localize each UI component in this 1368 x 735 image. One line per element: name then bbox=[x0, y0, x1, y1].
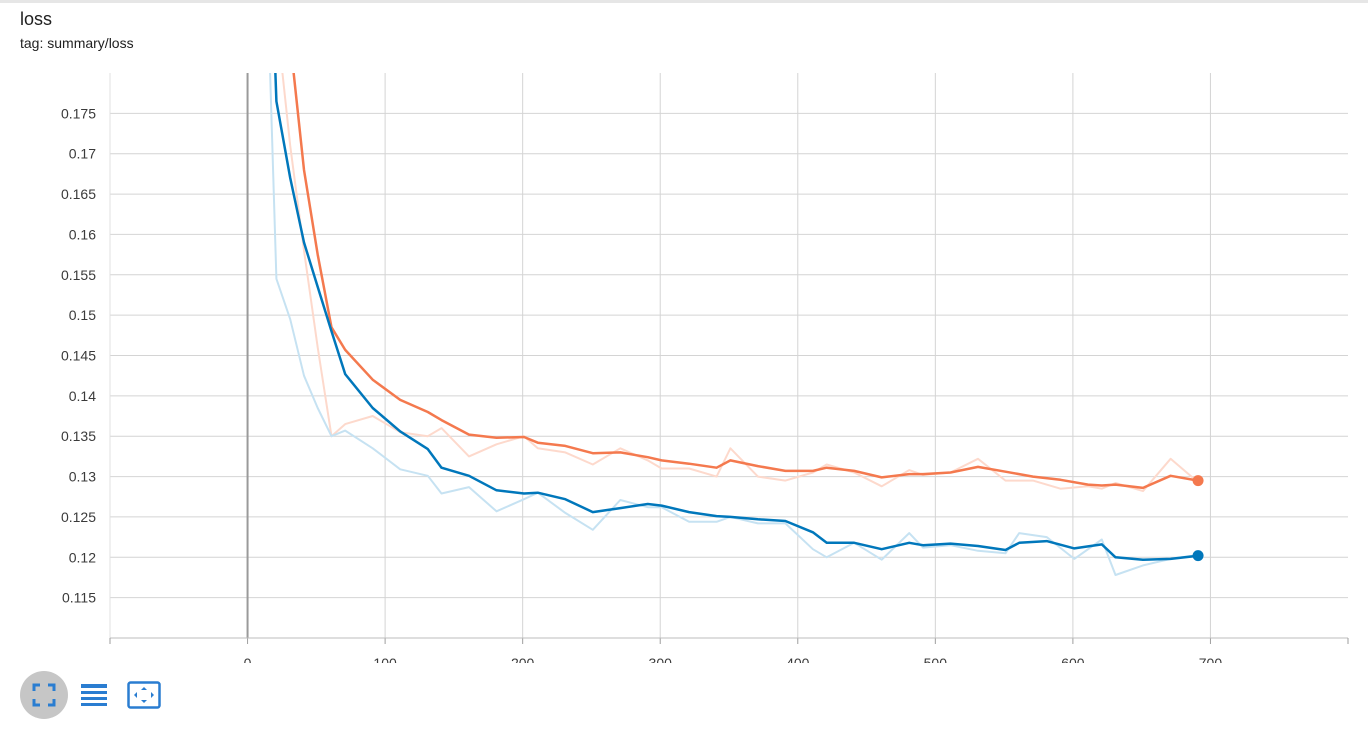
y-tick-label: 0.175 bbox=[61, 105, 96, 121]
y-tick-label: 0.115 bbox=[62, 590, 96, 606]
x-tick-label: 100 bbox=[373, 655, 397, 663]
smoothed-series-line-1[interactable] bbox=[263, 3, 1199, 561]
card-tag: tag: summary/loss bbox=[20, 35, 134, 51]
series-lines[interactable] bbox=[263, 3, 1199, 576]
raw-series-line-1[interactable] bbox=[263, 3, 1199, 576]
x-axis: 0 100 200 300 400 500 600 700 bbox=[109, 637, 1349, 663]
x-tick-label: 300 bbox=[649, 655, 673, 663]
card-title: loss bbox=[20, 9, 53, 29]
y-tick-label: 0.135 bbox=[61, 428, 96, 444]
data-table-icon bbox=[81, 684, 107, 706]
x-tick-label: 0 bbox=[244, 655, 252, 663]
y-tick-label: 0.15 bbox=[69, 307, 96, 323]
x-tick-label: 700 bbox=[1199, 655, 1223, 663]
chart-toolbar bbox=[20, 671, 170, 719]
series-end-point-1[interactable] bbox=[1192, 550, 1204, 562]
x-tick-label: 400 bbox=[786, 655, 810, 663]
x-tick-label: 500 bbox=[924, 655, 948, 663]
loss-chart[interactable]: 0.115 0.12 0.125 0.13 0.135 0.14 0.145 0.15 0.15… bbox=[0, 3, 1368, 663]
y-tick-label: 0.12 bbox=[69, 549, 96, 565]
grid-lines bbox=[109, 73, 1348, 638]
y-tick-label: 0.145 bbox=[61, 348, 96, 364]
expand-button[interactable] bbox=[20, 671, 68, 719]
series-end-point-0[interactable] bbox=[1192, 475, 1204, 487]
y-tick-label: 0.17 bbox=[69, 146, 96, 162]
y-tick-label: 0.155 bbox=[61, 267, 96, 283]
y-tick-label: 0.125 bbox=[61, 509, 96, 525]
data-table-button[interactable] bbox=[70, 671, 118, 719]
y-tick-label: 0.14 bbox=[69, 388, 96, 404]
y-tick-label: 0.13 bbox=[69, 469, 96, 485]
expand-icon bbox=[32, 683, 56, 707]
y-tick-label: 0.16 bbox=[69, 226, 96, 242]
fit-domain-icon bbox=[127, 681, 161, 709]
y-tick-label: 0.165 bbox=[61, 186, 96, 202]
y-axis-tick-labels: 0.115 0.12 0.125 0.13 0.135 0.14 0.145 0.15 0.15… bbox=[61, 105, 96, 605]
x-tick-label: 600 bbox=[1061, 655, 1085, 663]
raw-series-line-0[interactable] bbox=[263, 3, 1199, 493]
fit-domain-button[interactable] bbox=[120, 671, 168, 719]
x-tick-label: 200 bbox=[511, 655, 535, 663]
smoothed-series-line-0[interactable] bbox=[263, 3, 1199, 490]
